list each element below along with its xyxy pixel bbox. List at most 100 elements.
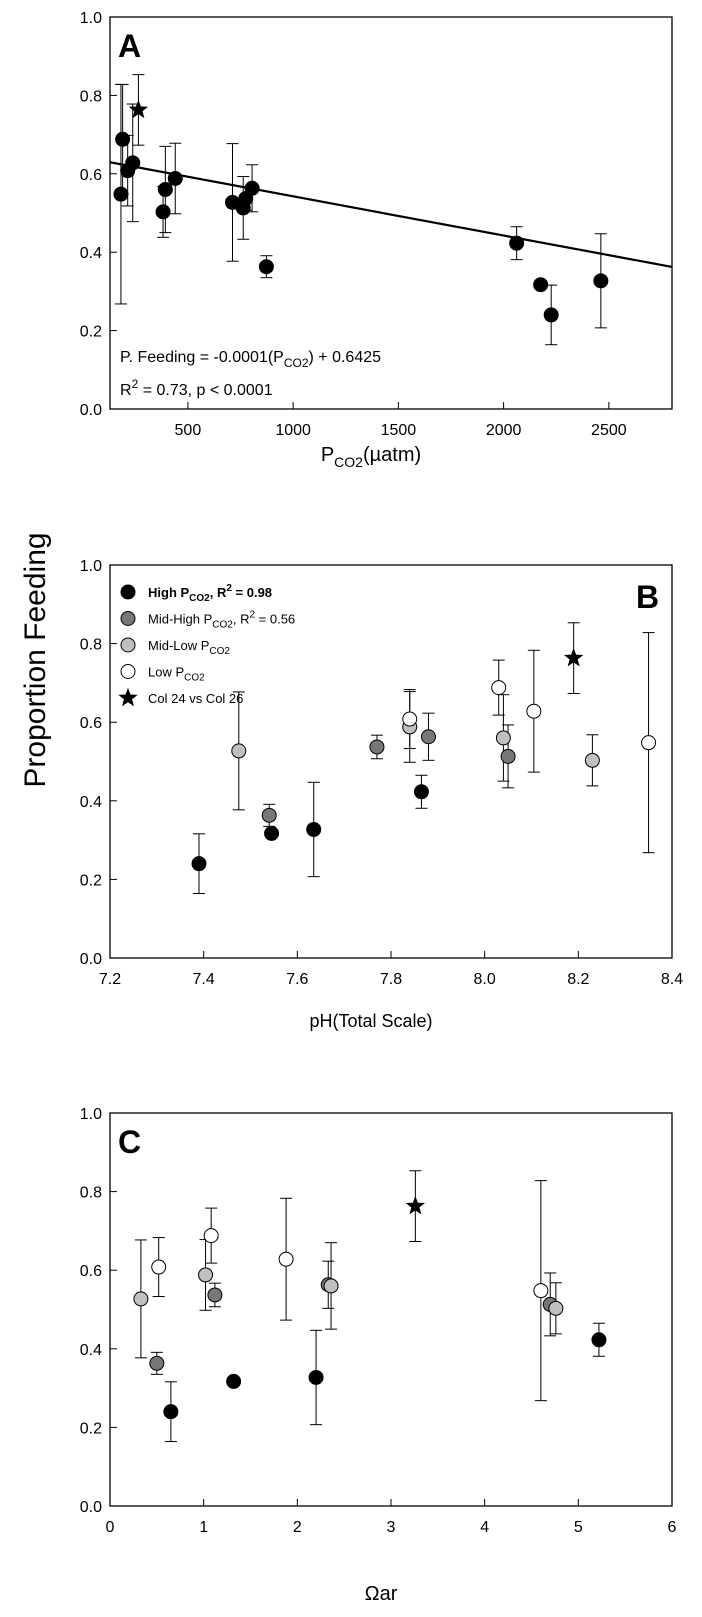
x-tick-label: 2 [293, 1519, 302, 1536]
data-point-star [564, 648, 584, 667]
legend-entry-label: High PCO2, R2 = 0.98 [148, 583, 272, 604]
data-point [231, 743, 247, 759]
data-point [191, 856, 207, 872]
legend-entry-label: Mid-High PCO2, R2 = 0.56 [148, 610, 295, 631]
y-tick-label: 0.0 [80, 951, 102, 968]
y-tick-label: 1.0 [80, 558, 102, 575]
legend-entry-part: , R [210, 585, 227, 600]
x-tick-label: 7.8 [380, 971, 402, 988]
x-tick-label: 1000 [275, 422, 311, 439]
data-point [115, 131, 131, 147]
x-tick-label: 7.4 [193, 971, 215, 988]
panel-a: 0.0 0.2 0.4 0.6 0.8 1.0 500 1000 1500 2000 2500 A… [80, 10, 673, 470]
data-point [207, 1287, 223, 1303]
y-tick-label: 0.2 [80, 1420, 102, 1437]
legend-entry-part: = 0.56 [255, 612, 295, 627]
panel-a-x-title-rest: (µatm) [363, 444, 421, 466]
panel-a-x-title-subscript: CO2 [334, 454, 363, 470]
panel-c-y-axis: 0.0 0.2 0.4 0.6 0.8 1.0 [80, 1106, 117, 1516]
panel-a-data-marks [109, 74, 673, 346]
y-tick-label: 0.4 [80, 794, 102, 811]
data-point [495, 730, 511, 746]
y-tick-label: 0.6 [80, 715, 102, 732]
equation-line-1-subscript: CO2 [284, 356, 309, 370]
x-tick-label: 7.2 [99, 971, 121, 988]
y-tick-label: 0.0 [80, 402, 102, 419]
data-point [641, 735, 657, 751]
panel-c-plot-frame [109, 1112, 673, 1507]
x-tick-label: 4 [480, 1519, 489, 1536]
panel-c-letter: C [118, 1124, 141, 1160]
x-tick-label: 2000 [486, 422, 522, 439]
legend-entry-label: Col 24 vs Col 26 [148, 691, 243, 706]
panel-a-letter: A [118, 28, 141, 64]
y-tick-label: 0.2 [80, 872, 102, 889]
data-point [548, 1300, 564, 1316]
panel-a-x-axis: 500 1000 1500 2000 2500 [175, 402, 627, 439]
legend-entry-part: , R [233, 612, 250, 627]
legend-marker [120, 584, 136, 600]
data-point [244, 180, 260, 196]
data-point [593, 273, 609, 289]
data-point [198, 1267, 214, 1283]
x-tick-label: 1 [199, 1519, 208, 1536]
data-point [278, 1251, 294, 1267]
data-point [226, 1373, 242, 1389]
x-tick-label: 6 [668, 1519, 677, 1536]
equation-line-1-prefix: P. Feeding = -0.0001(P [120, 349, 284, 366]
x-tick-label: 7.6 [286, 971, 308, 988]
panel-c-data-marks [133, 1170, 607, 1443]
data-point [491, 680, 507, 696]
x-tick-label: 8.0 [474, 971, 496, 988]
data-point [509, 235, 525, 251]
legend-entry-part: Mid-High P [148, 612, 212, 627]
legend-entry-part: High P [148, 585, 189, 600]
data-point [402, 711, 418, 727]
data-point [323, 1278, 339, 1294]
y-tick-label: 0.8 [80, 88, 102, 105]
data-point [533, 1283, 549, 1299]
data-point [591, 1332, 607, 1348]
x-tick-label: 1500 [381, 422, 417, 439]
panel-a-x-title-main: P [321, 444, 334, 466]
legend-entry-part: CO2 [209, 646, 230, 657]
panel-b-y-axis: 0.0 0.2 0.4 0.6 0.8 1.0 [80, 558, 117, 968]
panel-b-x-axis: 7.2 7.4 7.6 7.8 8.0 8.2 8.4 [99, 951, 683, 988]
shared-y-axis-title: Proportion Feeding [19, 532, 52, 787]
y-tick-label: 0.4 [80, 1342, 102, 1359]
data-point [264, 825, 280, 841]
legend-entry-part: 2 [226, 583, 232, 594]
legend-entry-part: Col 24 vs Col 26 [148, 691, 243, 706]
data-point [413, 784, 429, 800]
data-point [258, 259, 274, 275]
panel-b: 0.0 0.2 0.4 0.6 0.8 1.0 7.2 7.4 7.6 7.8 8.0 8.2 8.4… [80, 558, 683, 1031]
data-point [151, 1259, 167, 1275]
x-tick-label: 3 [387, 1519, 396, 1536]
data-point [157, 181, 173, 197]
legend-marker [120, 637, 136, 653]
data-point [203, 1228, 219, 1244]
data-point-star [405, 1196, 425, 1215]
data-point [526, 703, 542, 719]
legend-entry-label: Mid-Low PCO2 [148, 638, 230, 657]
y-tick-label: 0.6 [80, 167, 102, 184]
legend-entry-part: Low P [148, 665, 184, 680]
y-tick-label: 0.8 [80, 637, 102, 654]
panel-b-data-marks [191, 622, 657, 895]
y-tick-label: 1.0 [80, 1106, 102, 1123]
panel-c-x-axis-title: Ωar [365, 1583, 398, 1605]
data-point-star [128, 99, 149, 119]
equation-line-1-suffix: ) + 0.6425 [309, 349, 382, 366]
panel-c: 0.0 0.2 0.4 0.6 0.8 1.0 0 1 2 3 4 5 6 C Ωar [80, 1106, 677, 1605]
data-point [533, 277, 549, 293]
panel-a-plot-frame [109, 16, 673, 410]
y-tick-label: 0.4 [80, 245, 102, 262]
x-tick-label: 8.4 [661, 971, 683, 988]
legend-entry-part: Mid-Low P [148, 638, 209, 653]
data-point [149, 1355, 165, 1371]
regression-line [109, 161, 673, 268]
data-point [113, 186, 129, 202]
data-point [261, 807, 277, 823]
x-tick-label: 8.2 [567, 971, 589, 988]
